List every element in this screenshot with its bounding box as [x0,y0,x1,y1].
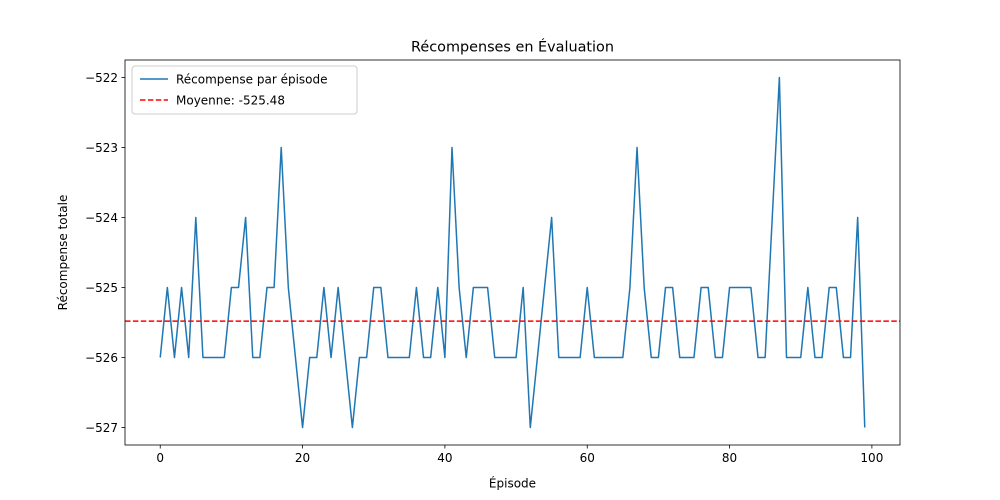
chart-title: Récompenses en Évaluation [411,39,614,56]
axes-frame [124,59,901,446]
y-axis-title: Récompense totale [56,195,70,311]
axis-ticks: 0 20 40 60 80 100 −522 −523 −524 −525 −526 −527 [85,71,883,465]
x-tick-label: 100 [860,451,883,465]
x-tick-label: 80 [722,451,737,465]
x-tick-label: 0 [156,451,164,465]
x-tick-label: 20 [295,451,310,465]
y-tick-label: −525 [85,281,118,295]
series-line-reward [159,76,866,429]
legend-label-mean: Moyenne: -525.48 [176,94,285,108]
x-tick-label: 40 [437,451,452,465]
y-tick-label: −524 [85,211,118,225]
x-axis-title: Épisode [489,476,536,491]
legend: Récompense par épisode Moyenne: -525.48 [131,65,358,115]
axes [124,59,901,446]
y-tick-label: −527 [85,421,118,435]
plot-area [125,76,900,429]
y-tick-label: −526 [85,351,118,365]
y-tick-label: −523 [85,141,118,155]
legend-label-reward: Récompense par épisode [176,73,328,87]
y-tick-label: −522 [85,71,118,85]
x-tick-label: 60 [580,451,595,465]
legend-box [131,65,358,115]
